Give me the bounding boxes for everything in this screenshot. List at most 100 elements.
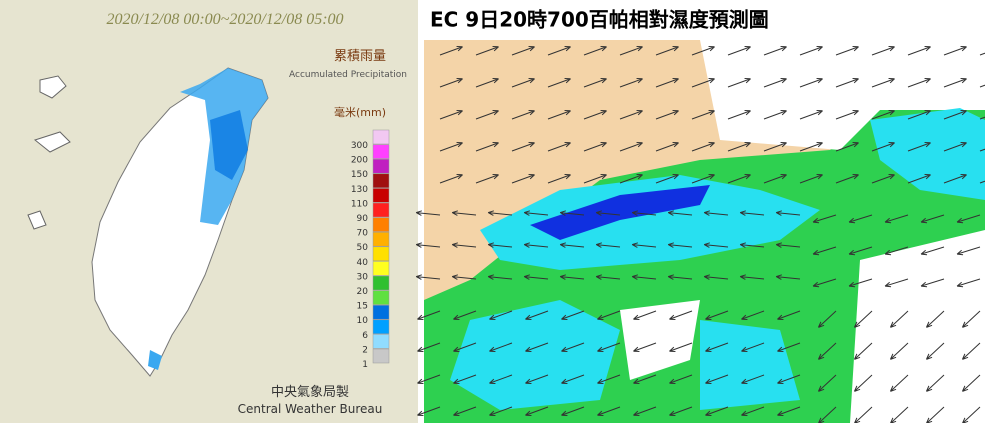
wind-arrow	[705, 310, 729, 321]
wind-arrow	[561, 310, 585, 321]
wind-arrow	[884, 214, 909, 224]
wind-arrow	[920, 214, 945, 224]
wind-arrow	[741, 342, 765, 353]
wind-arrow	[818, 406, 837, 423]
wind-arrow	[633, 310, 657, 321]
wind-arrow	[631, 242, 657, 248]
legend-swatch	[372, 158, 390, 174]
wind-arrow	[817, 342, 837, 360]
wind-arrow	[871, 109, 895, 120]
wind-arrow	[619, 173, 643, 184]
wind-arrow	[547, 45, 571, 56]
wind-arrow	[547, 109, 571, 120]
legend-label: 30	[357, 272, 369, 282]
very-moist-area	[530, 185, 710, 240]
wind-arrow	[619, 77, 643, 88]
wind-arrow	[453, 310, 477, 321]
footer-zh: 中央氣象局製	[271, 385, 349, 400]
wind-arrow	[907, 173, 931, 184]
wind-arrow	[525, 374, 549, 385]
wind-arrow	[511, 141, 535, 152]
wind-arrow	[655, 109, 679, 120]
wind-arrow	[920, 246, 945, 256]
wind-arrow	[475, 141, 499, 152]
legend-label: 130	[351, 185, 368, 195]
wind-arrow	[741, 406, 765, 417]
legend-title: 累積雨量	[334, 49, 386, 64]
legend-label: 200	[351, 156, 368, 166]
wind-arrow	[853, 310, 873, 328]
wind-arrow	[561, 342, 585, 353]
wind-arrow	[763, 141, 787, 152]
wind-arrow	[943, 173, 967, 184]
wind-arrow	[667, 242, 693, 248]
legend-label: 2	[362, 345, 368, 355]
wind-arrow	[631, 210, 657, 216]
wind-arrow	[475, 45, 499, 56]
wind-arrow	[777, 310, 801, 321]
wind-arrow	[669, 310, 693, 321]
wind-arrow	[559, 274, 585, 280]
legend-swatch	[372, 334, 390, 349]
wind-arrow	[871, 77, 895, 88]
wind-arrow	[705, 342, 729, 353]
wind-arrow	[597, 406, 621, 417]
legend-swatch	[372, 304, 390, 320]
wind-arrow	[889, 342, 909, 360]
wind-arrow	[453, 342, 477, 353]
wind-arrow	[451, 242, 477, 248]
wind-arrow	[415, 242, 441, 248]
wind-arrow	[453, 406, 477, 417]
wind-arrow	[667, 274, 693, 280]
moist-area	[870, 108, 985, 200]
wind-arrow	[777, 342, 801, 353]
wind-arrow	[812, 214, 837, 224]
wind-arrow	[691, 77, 715, 88]
wind-arrow	[489, 374, 513, 385]
wind-arrow	[489, 406, 513, 417]
legend-label: 6	[362, 331, 368, 341]
legend-unit: 毫米(mm)	[334, 105, 386, 119]
wind-arrow	[559, 210, 585, 216]
wind-arrow	[799, 141, 823, 152]
wind-arrow	[817, 374, 837, 392]
wind-arrow	[848, 278, 873, 288]
wind-arrow	[962, 406, 981, 423]
wind-arrow	[775, 210, 801, 216]
wind-arrow	[417, 342, 441, 353]
wind-arrow	[525, 310, 549, 321]
wind-arrow	[775, 274, 801, 280]
wind-arrow	[487, 210, 513, 216]
wind-arrow	[703, 242, 729, 248]
wind-arrow	[619, 141, 643, 152]
wind-arrows	[415, 45, 985, 423]
legend-swatch	[372, 231, 390, 247]
legend-subtitle: Accumulated Precipitation	[289, 70, 407, 80]
wind-arrow	[655, 173, 679, 184]
wind-arrow	[559, 242, 585, 248]
wind-arrow	[943, 45, 967, 56]
wind-arrow	[925, 310, 945, 328]
wind-arrow	[631, 274, 657, 280]
wind-arrow	[727, 77, 751, 88]
wind-arrow	[884, 278, 909, 288]
wind-arrow	[956, 214, 981, 224]
wind-arrow	[451, 210, 477, 216]
wind-arrow	[799, 45, 823, 56]
legend-swatch	[372, 261, 390, 276]
wind-arrow	[439, 141, 463, 152]
wind-arrow	[669, 374, 693, 385]
wind-arrow	[633, 406, 657, 417]
wind-arrow	[848, 214, 873, 224]
legend-label: 90	[357, 214, 369, 224]
wind-arrow	[511, 45, 535, 56]
wind-arrow	[655, 141, 679, 152]
title-bg	[424, 0, 858, 40]
wind-arrow	[956, 278, 981, 288]
wind-arrow	[511, 173, 535, 184]
legend-label: 50	[357, 243, 369, 253]
wind-arrow	[943, 109, 967, 120]
legend-label: 1	[362, 360, 368, 370]
